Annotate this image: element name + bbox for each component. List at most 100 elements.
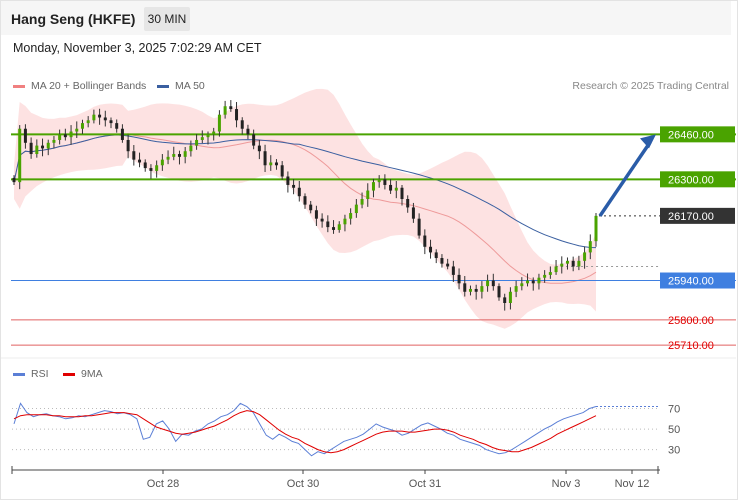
candle xyxy=(577,260,581,267)
rsi-ma-label: 9MA xyxy=(81,368,103,380)
candle xyxy=(571,260,575,267)
rsi-tick-70: 70 xyxy=(668,404,680,416)
instrument-title: Hang Seng (HKFE) xyxy=(11,11,136,27)
candle xyxy=(326,221,330,228)
candle xyxy=(560,263,564,267)
candle xyxy=(86,120,90,124)
x-tick-label: Nov 3 xyxy=(552,478,581,490)
candle xyxy=(206,134,210,138)
candle xyxy=(400,187,404,199)
candle xyxy=(468,288,472,292)
level-label-1: 26300.00 xyxy=(668,174,714,186)
candle xyxy=(537,277,541,284)
candle xyxy=(166,156,170,160)
x-tick-label: Nov 12 xyxy=(615,478,650,490)
candle xyxy=(257,145,261,152)
candle xyxy=(120,128,124,140)
candle xyxy=(486,280,490,287)
candle xyxy=(389,184,393,191)
rsi-ma-swatch xyxy=(63,372,75,376)
credit-text: Research © 2025 Trading Central xyxy=(572,80,729,92)
candle xyxy=(594,215,598,242)
candle xyxy=(429,246,433,253)
level-label-box-3 xyxy=(660,272,735,289)
candle xyxy=(35,145,39,155)
forecast-arrowhead xyxy=(640,134,656,149)
candle xyxy=(98,114,102,118)
candle xyxy=(235,109,239,121)
candle xyxy=(309,204,313,211)
level-label-0: 26460.00 xyxy=(668,129,714,141)
candle xyxy=(434,252,438,259)
candle xyxy=(269,162,273,166)
candle xyxy=(497,286,501,298)
candle xyxy=(46,142,50,149)
candle xyxy=(155,165,159,171)
candle xyxy=(195,139,199,146)
candle xyxy=(543,274,547,278)
candle xyxy=(172,154,176,157)
candle xyxy=(383,179,387,185)
candle xyxy=(343,218,347,225)
candle xyxy=(212,131,216,135)
candle xyxy=(240,120,244,129)
candle xyxy=(526,280,530,284)
candle xyxy=(126,139,130,152)
candle xyxy=(41,145,45,149)
level-label-box-2 xyxy=(660,207,735,224)
candle xyxy=(115,123,119,129)
candle xyxy=(366,190,370,199)
candle xyxy=(303,196,307,205)
candle xyxy=(103,117,107,121)
legend-rsi: RSI xyxy=(13,368,49,380)
candle xyxy=(92,114,96,121)
candle xyxy=(457,274,461,284)
candle xyxy=(274,162,278,166)
candle xyxy=(286,176,290,185)
candle xyxy=(314,210,318,219)
candle xyxy=(588,241,592,253)
candle xyxy=(246,128,250,135)
candle xyxy=(514,286,518,292)
candle xyxy=(80,123,84,129)
candle xyxy=(491,280,495,287)
rsi-tick-30: 30 xyxy=(668,445,680,457)
candle xyxy=(440,258,444,264)
rsi-swatch xyxy=(13,372,25,376)
candle xyxy=(548,272,552,275)
candle xyxy=(394,187,398,191)
candle xyxy=(160,159,164,166)
forecast-arrow xyxy=(598,141,652,217)
candle xyxy=(463,283,467,292)
candle xyxy=(583,252,587,261)
candle xyxy=(423,235,427,247)
candle xyxy=(280,165,284,177)
candle xyxy=(451,266,455,275)
candle xyxy=(292,184,296,188)
candle xyxy=(446,263,450,267)
candle xyxy=(12,177,16,183)
candle xyxy=(200,137,204,140)
candle xyxy=(132,151,136,160)
candle xyxy=(417,218,421,236)
candle xyxy=(297,187,301,197)
level-label-3: 25940.00 xyxy=(668,276,714,288)
candle xyxy=(18,128,22,183)
timeframe-button[interactable]: 30 MIN xyxy=(144,7,190,31)
candle xyxy=(149,168,153,171)
candle xyxy=(252,134,256,146)
candle xyxy=(69,131,73,138)
candle xyxy=(377,179,381,183)
ma20-swatch xyxy=(13,84,25,88)
level-label-4: 25800.00 xyxy=(668,315,714,327)
candle xyxy=(332,227,336,230)
candle xyxy=(217,114,221,132)
candle xyxy=(177,154,181,157)
candle xyxy=(75,128,79,132)
level-label-box-1 xyxy=(660,171,735,188)
ma50-swatch xyxy=(157,84,169,88)
candle xyxy=(189,145,193,152)
candle xyxy=(411,207,415,219)
candle xyxy=(349,213,353,219)
